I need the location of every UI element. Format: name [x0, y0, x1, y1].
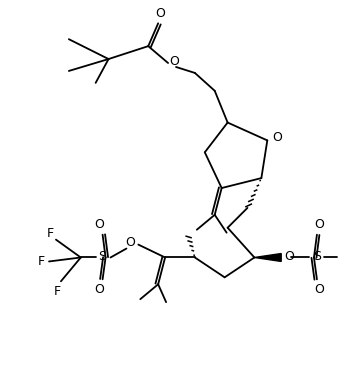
Text: F: F	[38, 255, 45, 268]
Text: O: O	[284, 250, 294, 263]
Text: S: S	[98, 250, 107, 263]
Text: O: O	[314, 283, 324, 296]
Text: O: O	[95, 283, 105, 296]
Text: O: O	[314, 218, 324, 231]
Text: O: O	[272, 131, 282, 144]
Text: S: S	[313, 250, 321, 263]
Text: O: O	[169, 55, 179, 68]
Text: O: O	[155, 7, 165, 20]
Text: F: F	[47, 227, 54, 240]
Text: O: O	[125, 236, 135, 249]
Text: O: O	[95, 218, 105, 231]
Polygon shape	[255, 253, 281, 262]
Text: F: F	[53, 285, 61, 298]
